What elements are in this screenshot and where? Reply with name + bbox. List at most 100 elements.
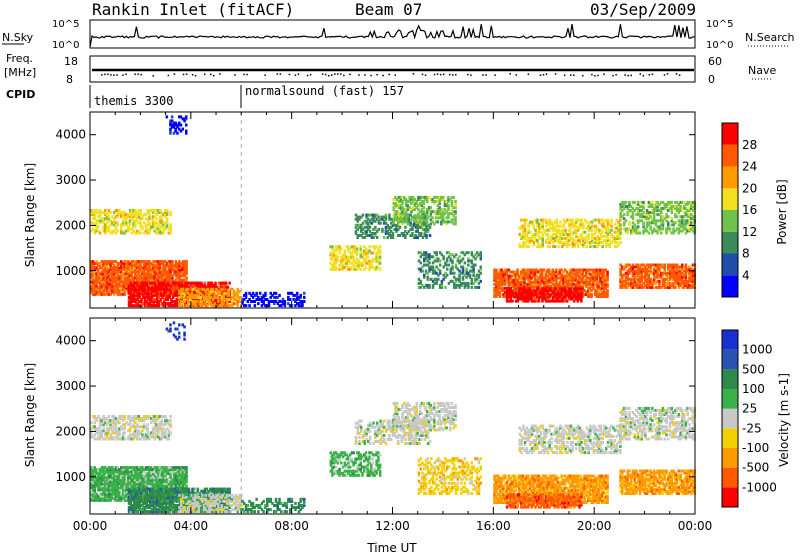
data-cell (568, 218, 571, 222)
data-cell (675, 215, 679, 219)
data-cell (624, 275, 628, 279)
data-cell (538, 245, 541, 249)
data-cell (215, 287, 218, 291)
data-cell (582, 222, 585, 226)
data-cell (333, 265, 336, 269)
data-cell (148, 223, 151, 227)
data-cell (345, 263, 348, 267)
data-cell (166, 304, 170, 308)
data-cell (334, 255, 338, 259)
data-cell (134, 231, 137, 235)
data-cell (181, 302, 185, 306)
data-cell (525, 270, 528, 274)
data-cell (516, 295, 519, 299)
data-cell (410, 195, 413, 199)
data-cell (569, 222, 573, 226)
data-cell (91, 264, 95, 268)
data-cell (565, 274, 569, 278)
data-cell (580, 291, 583, 295)
data-cell (152, 283, 155, 287)
data-cell (621, 273, 624, 277)
data-cell (606, 293, 609, 296)
data-cell (551, 295, 555, 299)
data-cell (411, 195, 415, 199)
data-cell (156, 293, 159, 297)
nave-dot (288, 73, 291, 76)
data-cell (153, 272, 156, 276)
data-cell (592, 276, 595, 280)
data-cell (155, 229, 158, 233)
data-cell (129, 291, 133, 295)
data-cell (519, 282, 523, 286)
data-cell (642, 263, 645, 267)
data-cell (688, 215, 691, 219)
data-cell (157, 209, 160, 212)
nave-dot (349, 73, 351, 76)
data-cell (419, 195, 422, 199)
data-cell (343, 253, 347, 257)
data-cell (426, 253, 429, 257)
data-cell (555, 299, 558, 303)
data-cell (116, 270, 119, 274)
data-cell (560, 282, 563, 286)
data-cell (191, 289, 194, 293)
data-cell (521, 280, 525, 284)
data-cell (377, 219, 381, 223)
data-cell (218, 287, 222, 291)
data-cell (645, 229, 649, 233)
data-cell (98, 211, 102, 215)
data-cell (156, 281, 159, 285)
data-cell (390, 236, 393, 239)
data-cell (424, 212, 427, 216)
data-cell (617, 243, 620, 247)
data-cell (606, 226, 610, 230)
data-cell (601, 290, 604, 294)
data-cell (431, 261, 435, 265)
data-cell (686, 283, 689, 287)
data-cell (434, 200, 438, 203)
data-cell (123, 229, 126, 233)
data-cell (651, 263, 654, 267)
data-cell (661, 227, 665, 231)
data-cell (180, 295, 183, 299)
data-cell (479, 265, 482, 269)
data-cell (90, 286, 93, 290)
data-cell (148, 266, 151, 270)
data-cell (658, 275, 661, 279)
data-cell (130, 209, 134, 212)
data-cell (536, 222, 539, 226)
data-cell (578, 287, 581, 291)
data-cell (690, 277, 693, 281)
data-cell (143, 298, 147, 301)
data-cell (527, 228, 530, 232)
data-cell (610, 234, 613, 238)
data-cell (514, 286, 517, 290)
data-cell (528, 272, 532, 276)
data-cell (401, 218, 404, 222)
data-cell (100, 219, 104, 223)
data-cell (568, 228, 571, 232)
data-cell (368, 213, 372, 217)
data-cell (137, 272, 141, 276)
data-cell (388, 232, 391, 235)
data-cell (157, 231, 160, 235)
data-cell (377, 251, 380, 255)
data-cell (633, 281, 636, 285)
data-cell (672, 227, 675, 231)
data-cell (670, 207, 673, 210)
data-cell (574, 284, 577, 288)
data-cell (575, 218, 578, 222)
data-cell (132, 215, 135, 219)
data-cell (109, 276, 112, 280)
data-cell (199, 291, 202, 295)
data-cell (121, 284, 125, 288)
nave-dot (382, 74, 384, 77)
data-cell (447, 208, 450, 212)
data-cell (164, 215, 167, 219)
data-cell (102, 264, 105, 268)
data-cell (523, 287, 527, 291)
data-cell (597, 274, 600, 278)
data-cell (368, 265, 371, 269)
data-cell (449, 253, 452, 257)
data-cell (539, 236, 543, 240)
